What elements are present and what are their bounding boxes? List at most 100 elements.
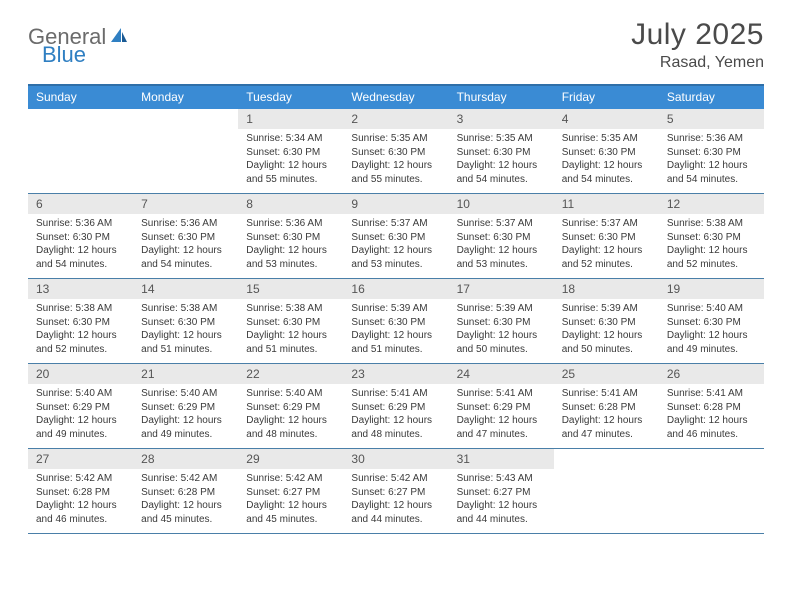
day-cell: 4Sunrise: 5:35 AMSunset: 6:30 PMDaylight…: [554, 109, 659, 193]
logo-text-blue: Blue: [42, 42, 86, 67]
daylight-text: Daylight: 12 hours and 53 minutes.: [457, 244, 546, 271]
day-cell: 7Sunrise: 5:36 AMSunset: 6:30 PMDaylight…: [133, 194, 238, 278]
sunrise-text: Sunrise: 5:37 AM: [562, 217, 651, 231]
sail-icon: [109, 26, 129, 49]
day-info: Sunrise: 5:36 AMSunset: 6:30 PMDaylight:…: [133, 214, 238, 275]
weeks-container: 1Sunrise: 5:34 AMSunset: 6:30 PMDaylight…: [28, 109, 764, 534]
day-cell: 5Sunrise: 5:36 AMSunset: 6:30 PMDaylight…: [659, 109, 764, 193]
day-number: 2: [343, 109, 448, 129]
day-info: Sunrise: 5:35 AMSunset: 6:30 PMDaylight:…: [554, 129, 659, 190]
day-number: 28: [133, 449, 238, 469]
daylight-text: Daylight: 12 hours and 54 minutes.: [36, 244, 125, 271]
sunset-text: Sunset: 6:30 PM: [667, 316, 756, 330]
sunset-text: Sunset: 6:28 PM: [667, 401, 756, 415]
sunset-text: Sunset: 6:30 PM: [246, 146, 335, 160]
day-cell: 11Sunrise: 5:37 AMSunset: 6:30 PMDayligh…: [554, 194, 659, 278]
daylight-text: Daylight: 12 hours and 48 minutes.: [351, 414, 440, 441]
title-block: July 2025 Rasad, Yemen: [631, 18, 764, 72]
sunset-text: Sunset: 6:28 PM: [141, 486, 230, 500]
sunrise-text: Sunrise: 5:40 AM: [246, 387, 335, 401]
calendar: Sunday Monday Tuesday Wednesday Thursday…: [28, 84, 764, 534]
day-info: Sunrise: 5:42 AMSunset: 6:28 PMDaylight:…: [133, 469, 238, 530]
week-row: 13Sunrise: 5:38 AMSunset: 6:30 PMDayligh…: [28, 279, 764, 364]
day-cell: 30Sunrise: 5:42 AMSunset: 6:27 PMDayligh…: [343, 449, 448, 533]
header: General July 2025 Rasad, Yemen: [28, 18, 764, 72]
day-info: Sunrise: 5:42 AMSunset: 6:27 PMDaylight:…: [343, 469, 448, 530]
sunrise-text: Sunrise: 5:43 AM: [457, 472, 546, 486]
day-number: 27: [28, 449, 133, 469]
daylight-text: Daylight: 12 hours and 55 minutes.: [246, 159, 335, 186]
day-number: [133, 109, 238, 115]
sunset-text: Sunset: 6:27 PM: [351, 486, 440, 500]
day-number: 26: [659, 364, 764, 384]
day-info: Sunrise: 5:34 AMSunset: 6:30 PMDaylight:…: [238, 129, 343, 190]
day-info: Sunrise: 5:36 AMSunset: 6:30 PMDaylight:…: [28, 214, 133, 275]
day-cell: 1Sunrise: 5:34 AMSunset: 6:30 PMDaylight…: [238, 109, 343, 193]
day-number: 8: [238, 194, 343, 214]
day-number: 14: [133, 279, 238, 299]
day-info: Sunrise: 5:38 AMSunset: 6:30 PMDaylight:…: [238, 299, 343, 360]
day-info: Sunrise: 5:35 AMSunset: 6:30 PMDaylight:…: [343, 129, 448, 190]
sunset-text: Sunset: 6:30 PM: [36, 316, 125, 330]
week-row: 6Sunrise: 5:36 AMSunset: 6:30 PMDaylight…: [28, 194, 764, 279]
daylight-text: Daylight: 12 hours and 47 minutes.: [457, 414, 546, 441]
daylight-text: Daylight: 12 hours and 54 minutes.: [667, 159, 756, 186]
day-cell: 29Sunrise: 5:42 AMSunset: 6:27 PMDayligh…: [238, 449, 343, 533]
day-cell: 23Sunrise: 5:41 AMSunset: 6:29 PMDayligh…: [343, 364, 448, 448]
day-header: Friday: [554, 86, 659, 109]
day-cell: 19Sunrise: 5:40 AMSunset: 6:30 PMDayligh…: [659, 279, 764, 363]
sunset-text: Sunset: 6:29 PM: [246, 401, 335, 415]
sunset-text: Sunset: 6:30 PM: [562, 146, 651, 160]
sunset-text: Sunset: 6:30 PM: [351, 316, 440, 330]
day-cell: 22Sunrise: 5:40 AMSunset: 6:29 PMDayligh…: [238, 364, 343, 448]
day-info: Sunrise: 5:40 AMSunset: 6:29 PMDaylight:…: [28, 384, 133, 445]
daylight-text: Daylight: 12 hours and 49 minutes.: [36, 414, 125, 441]
sunrise-text: Sunrise: 5:36 AM: [246, 217, 335, 231]
day-cell: 14Sunrise: 5:38 AMSunset: 6:30 PMDayligh…: [133, 279, 238, 363]
day-cell: [133, 109, 238, 193]
sunrise-text: Sunrise: 5:38 AM: [36, 302, 125, 316]
sunset-text: Sunset: 6:30 PM: [351, 231, 440, 245]
day-cell: 28Sunrise: 5:42 AMSunset: 6:28 PMDayligh…: [133, 449, 238, 533]
sunset-text: Sunset: 6:29 PM: [141, 401, 230, 415]
day-number: 1: [238, 109, 343, 129]
day-header-row: Sunday Monday Tuesday Wednesday Thursday…: [28, 86, 764, 109]
sunrise-text: Sunrise: 5:37 AM: [457, 217, 546, 231]
daylight-text: Daylight: 12 hours and 49 minutes.: [141, 414, 230, 441]
day-number: 7: [133, 194, 238, 214]
day-info: Sunrise: 5:38 AMSunset: 6:30 PMDaylight:…: [659, 214, 764, 275]
daylight-text: Daylight: 12 hours and 53 minutes.: [246, 244, 335, 271]
sunrise-text: Sunrise: 5:42 AM: [351, 472, 440, 486]
day-number: 31: [449, 449, 554, 469]
day-info: Sunrise: 5:42 AMSunset: 6:28 PMDaylight:…: [28, 469, 133, 530]
day-info: Sunrise: 5:41 AMSunset: 6:29 PMDaylight:…: [343, 384, 448, 445]
day-info: Sunrise: 5:37 AMSunset: 6:30 PMDaylight:…: [449, 214, 554, 275]
day-cell: 27Sunrise: 5:42 AMSunset: 6:28 PMDayligh…: [28, 449, 133, 533]
day-cell: 3Sunrise: 5:35 AMSunset: 6:30 PMDaylight…: [449, 109, 554, 193]
daylight-text: Daylight: 12 hours and 49 minutes.: [667, 329, 756, 356]
month-title: July 2025: [631, 18, 764, 52]
day-cell: 8Sunrise: 5:36 AMSunset: 6:30 PMDaylight…: [238, 194, 343, 278]
day-number: 10: [449, 194, 554, 214]
day-info: Sunrise: 5:36 AMSunset: 6:30 PMDaylight:…: [238, 214, 343, 275]
day-cell: 6Sunrise: 5:36 AMSunset: 6:30 PMDaylight…: [28, 194, 133, 278]
day-cell: 9Sunrise: 5:37 AMSunset: 6:30 PMDaylight…: [343, 194, 448, 278]
sunrise-text: Sunrise: 5:41 AM: [351, 387, 440, 401]
sunset-text: Sunset: 6:30 PM: [457, 146, 546, 160]
day-number: [554, 449, 659, 455]
day-cell: [554, 449, 659, 533]
sunset-text: Sunset: 6:29 PM: [36, 401, 125, 415]
day-cell: 16Sunrise: 5:39 AMSunset: 6:30 PMDayligh…: [343, 279, 448, 363]
daylight-text: Daylight: 12 hours and 55 minutes.: [351, 159, 440, 186]
sunrise-text: Sunrise: 5:38 AM: [246, 302, 335, 316]
day-number: 20: [28, 364, 133, 384]
day-number: [659, 449, 764, 455]
daylight-text: Daylight: 12 hours and 47 minutes.: [562, 414, 651, 441]
sunrise-text: Sunrise: 5:36 AM: [36, 217, 125, 231]
day-number: 25: [554, 364, 659, 384]
sunset-text: Sunset: 6:30 PM: [457, 316, 546, 330]
sunset-text: Sunset: 6:30 PM: [246, 231, 335, 245]
day-number: 22: [238, 364, 343, 384]
daylight-text: Daylight: 12 hours and 54 minutes.: [562, 159, 651, 186]
daylight-text: Daylight: 12 hours and 45 minutes.: [246, 499, 335, 526]
